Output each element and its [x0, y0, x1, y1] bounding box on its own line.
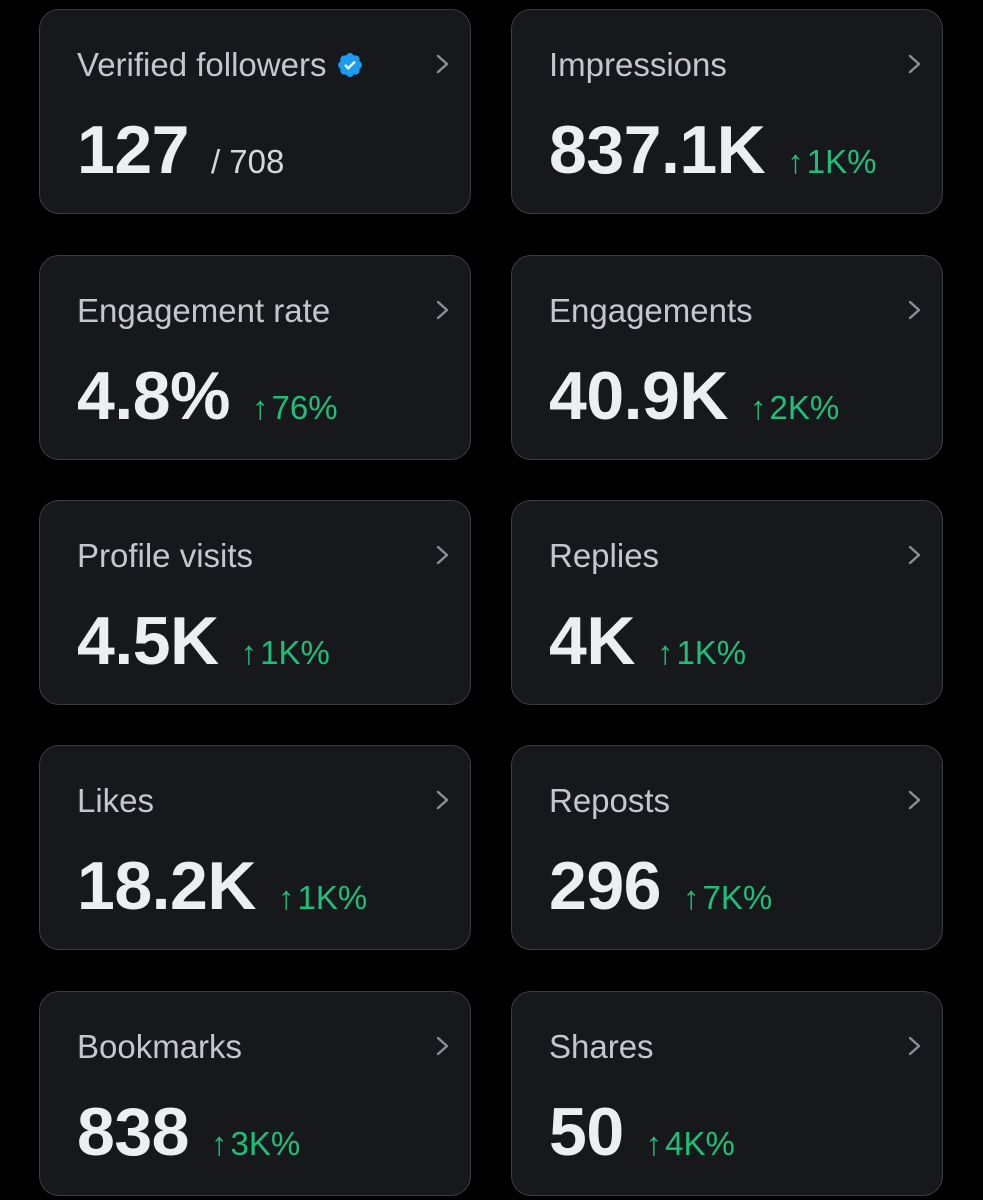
change-indicator: ↑ 4K% [646, 1125, 735, 1163]
metric-row: 4.5K ↑ 1K% [77, 605, 330, 677]
arrow-up-icon: ↑ [210, 1125, 228, 1162]
card-likes[interactable]: Likes 18.2K ↑ 1K% [39, 745, 471, 950]
arrow-up-icon: ↑ [682, 879, 700, 916]
chevron-right-icon [436, 300, 449, 320]
chevron-right-icon [436, 1036, 449, 1056]
chevron-right-icon [436, 545, 449, 565]
card-title: Profile visits [77, 537, 254, 574]
metric-row: 127 / 708 [77, 114, 284, 186]
metric-row: 4K ↑ 1K% [549, 605, 746, 677]
card-title-wrap: Verified followers [77, 46, 364, 84]
metric-value: 40.9K [549, 358, 728, 434]
chevron-right-icon [908, 790, 921, 810]
arrow-up-icon: ↑ [252, 389, 269, 426]
metric-row: 838 ↑ 3K% [77, 1096, 300, 1168]
change-value: 76% [271, 389, 338, 426]
card-title: Impressions [549, 46, 727, 83]
change-value: 7K% [702, 879, 773, 916]
change-indicator: ↑ 7K% [683, 879, 772, 917]
change-indicator: ↑ 1K% [657, 634, 746, 672]
change-value: 1K% [260, 634, 330, 671]
metric-row: 18.2K ↑ 1K% [77, 850, 367, 922]
metric-row: 837.1K ↑ 1K% [549, 114, 877, 186]
change-value: 1K% [806, 143, 877, 180]
card-title: Engagements [549, 292, 753, 329]
card-shares[interactable]: Shares 50 ↑ 4K% [511, 991, 943, 1196]
card-reposts[interactable]: Reposts 296 ↑ 7K% [511, 745, 943, 950]
metric-value: 127 [77, 112, 189, 188]
metric-row: 4.8% ↑ 76% [77, 360, 338, 432]
card-title: Bookmarks [77, 1028, 243, 1065]
chevron-right-icon [908, 545, 921, 565]
verified-badge-icon [338, 53, 363, 77]
metric-value: 50 [549, 1094, 624, 1170]
metric-value: 838 [77, 1094, 189, 1170]
chevron-right-icon [908, 1036, 921, 1056]
card-title: Replies [549, 537, 660, 574]
metric-value: 4.8% [77, 358, 231, 434]
arrow-up-icon: ↑ [240, 634, 258, 671]
change-indicator: ↑ 1K% [278, 879, 367, 917]
metric-row: 296 ↑ 7K% [549, 850, 772, 922]
followers-total: / 708 [210, 143, 285, 180]
change-value: 1K% [297, 879, 368, 916]
metric-value: 4K [549, 603, 635, 679]
metric-value: 837.1K [549, 112, 766, 188]
metric-row: 50 ↑ 4K% [549, 1096, 735, 1168]
arrow-up-icon: ↑ [645, 1125, 663, 1162]
card-profile-visits[interactable]: Profile visits 4.5K ↑ 1K% [39, 500, 471, 705]
change-indicator: ↑ 1K% [787, 143, 876, 181]
card-engagements[interactable]: Engagements 40.9K ↑ 2K% [511, 255, 943, 460]
card-title: Reposts [549, 782, 671, 819]
chevron-right-icon [436, 790, 449, 810]
change-indicator: ↑ 1K% [241, 634, 330, 672]
card-engagement-rate[interactable]: Engagement rate 4.8% ↑ 76% [39, 255, 471, 460]
card-replies[interactable]: Replies 4K ↑ 1K% [511, 500, 943, 705]
change-indicator: ↑ 2K% [750, 389, 839, 427]
card-title: Shares [549, 1028, 654, 1065]
metric-value: 4.5K [77, 603, 219, 679]
arrow-up-icon: ↑ [749, 389, 767, 426]
change-indicator: ↑ 3K% [211, 1125, 300, 1163]
metric-row: 40.9K ↑ 2K% [549, 360, 839, 432]
card-verified-followers[interactable]: Verified followers 127 / 708 [39, 9, 471, 214]
card-title: Engagement rate [77, 292, 331, 329]
card-impressions[interactable]: Impressions 837.1K ↑ 1K% [511, 9, 943, 214]
metric-value: 296 [549, 848, 661, 924]
card-title: Likes [77, 782, 155, 819]
card-bookmarks[interactable]: Bookmarks 838 ↑ 3K% [39, 991, 471, 1196]
arrow-up-icon: ↑ [277, 879, 295, 916]
chevron-right-icon [908, 300, 921, 320]
change-value: 2K% [769, 389, 840, 426]
metric-value: 18.2K [77, 848, 256, 924]
change-value: 1K% [676, 634, 747, 671]
change-indicator: ↑ 76% [252, 389, 338, 427]
change-value: 3K% [230, 1125, 301, 1162]
chevron-right-icon [908, 54, 921, 74]
card-title: Verified followers [77, 46, 327, 83]
chevron-right-icon [436, 54, 449, 74]
arrow-up-icon: ↑ [787, 143, 804, 180]
change-value: 4K% [665, 1125, 735, 1162]
arrow-up-icon: ↑ [656, 634, 674, 671]
